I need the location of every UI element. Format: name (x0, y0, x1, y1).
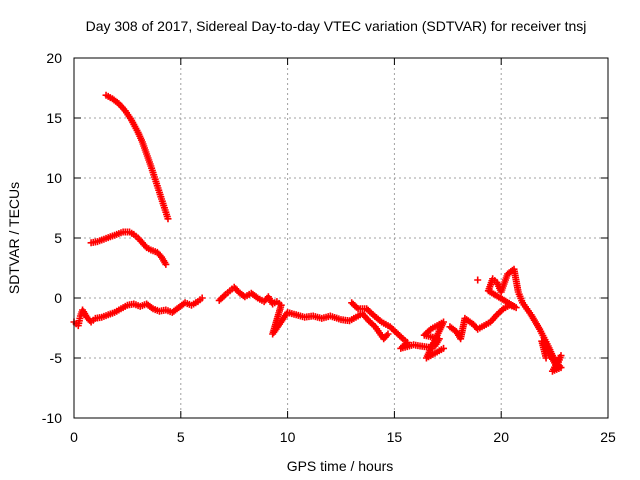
data-points (70, 91, 565, 375)
y-tick-label: 0 (54, 290, 62, 306)
data-point (474, 276, 482, 284)
data-point (384, 330, 392, 338)
grid-lines (74, 58, 608, 418)
chart-title: Day 308 of 2017, Sidereal Day-to-day VTE… (86, 18, 587, 34)
x-tick-label: 10 (280, 429, 296, 445)
data-point (164, 215, 172, 223)
x-axis-label: GPS time / hours (287, 458, 394, 474)
y-tick-label: 15 (46, 110, 62, 126)
x-tick-label: 0 (70, 429, 78, 445)
y-tick-label: -5 (50, 350, 63, 366)
y-tick-label: -10 (42, 410, 62, 426)
data-point (162, 260, 170, 268)
x-tick-label: 5 (177, 429, 185, 445)
plot-area-border (73, 57, 609, 419)
data-point (198, 294, 206, 302)
y-axis-label: SDTVAR / TECUs (6, 182, 22, 294)
y-tick-label: 10 (46, 170, 62, 186)
axis-ticks: 0 5 10 15 20 25 -10 -5 0 5 10 15 20 (42, 50, 616, 445)
y-tick-label: 20 (46, 50, 62, 66)
data-point (542, 354, 550, 362)
x-tick-label: 15 (387, 429, 403, 445)
x-tick-label: 25 (600, 429, 616, 445)
x-tick-label: 20 (493, 429, 509, 445)
data-point (440, 344, 448, 352)
y-tick-label: 5 (54, 230, 62, 246)
